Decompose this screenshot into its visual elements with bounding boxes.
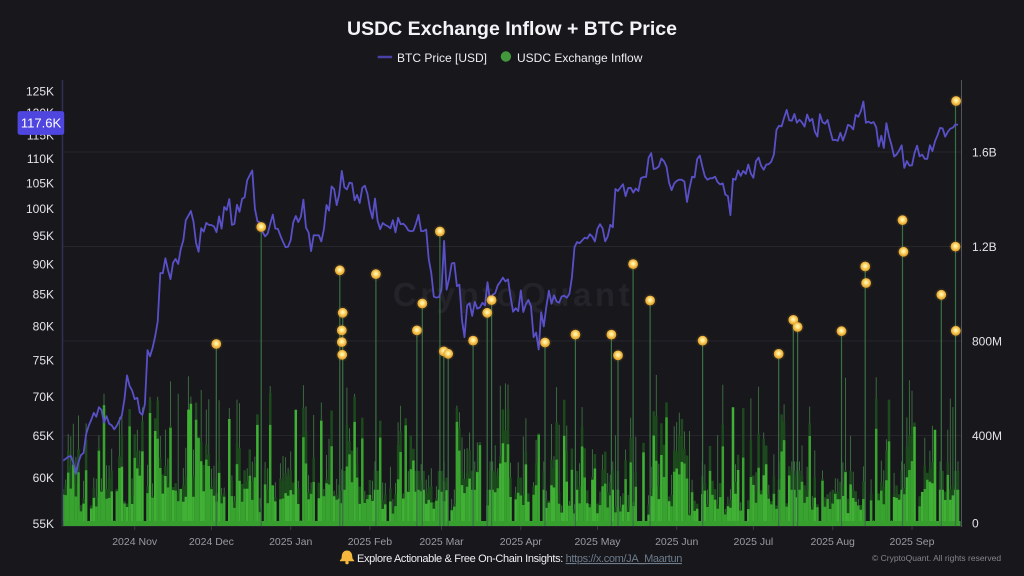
- svg-text:100K: 100K: [26, 202, 54, 216]
- svg-text:2024 Dec: 2024 Dec: [189, 536, 234, 548]
- svg-text:400M: 400M: [972, 429, 1002, 443]
- svg-text:70K: 70K: [33, 390, 54, 404]
- svg-text:0: 0: [972, 517, 979, 531]
- svg-text:60K: 60K: [33, 471, 54, 485]
- svg-text:75K: 75K: [33, 354, 54, 368]
- svg-text:110K: 110K: [27, 152, 54, 166]
- svg-text:800M: 800M: [972, 335, 1002, 349]
- svg-text:117.6K: 117.6K: [21, 116, 62, 131]
- svg-text:65K: 65K: [33, 429, 54, 443]
- svg-text:USDC Exchange Inflow: USDC Exchange Inflow: [517, 51, 643, 65]
- svg-text:Explore Actionable & Free On-C: Explore Actionable & Free On-Chain Insig…: [357, 553, 682, 565]
- svg-text:2024 Nov: 2024 Nov: [112, 536, 158, 548]
- svg-text:90K: 90K: [33, 258, 54, 272]
- svg-text:2025 Feb: 2025 Feb: [348, 536, 393, 548]
- svg-text:© CryptoQuant. All rights rese: © CryptoQuant. All rights reserved: [872, 553, 1001, 563]
- svg-text:1.2B: 1.2B: [972, 240, 997, 254]
- svg-text:2025 May: 2025 May: [574, 536, 621, 548]
- svg-text:2025 Mar: 2025 Mar: [419, 536, 464, 548]
- svg-text:2025 Aug: 2025 Aug: [811, 536, 856, 548]
- svg-text:2025 Jul: 2025 Jul: [734, 536, 774, 548]
- svg-text:105K: 105K: [26, 176, 54, 190]
- svg-text:55K: 55K: [33, 517, 54, 531]
- svg-text:95K: 95K: [33, 229, 54, 243]
- svg-text:85K: 85K: [33, 288, 54, 302]
- svg-text:2025 Apr: 2025 Apr: [500, 536, 543, 548]
- svg-text:USDC Exchange Inflow + BTC Pri: USDC Exchange Inflow + BTC Price: [347, 18, 677, 40]
- svg-text:1.6B: 1.6B: [972, 146, 997, 160]
- svg-text:2025 Jan: 2025 Jan: [269, 536, 312, 548]
- svg-text:BTC Price [USD]: BTC Price [USD]: [397, 51, 487, 65]
- svg-text:2025 Sep: 2025 Sep: [890, 536, 935, 548]
- svg-text:125K: 125K: [26, 85, 54, 99]
- svg-text:80K: 80K: [33, 320, 54, 334]
- svg-text:2025 Jun: 2025 Jun: [655, 536, 698, 548]
